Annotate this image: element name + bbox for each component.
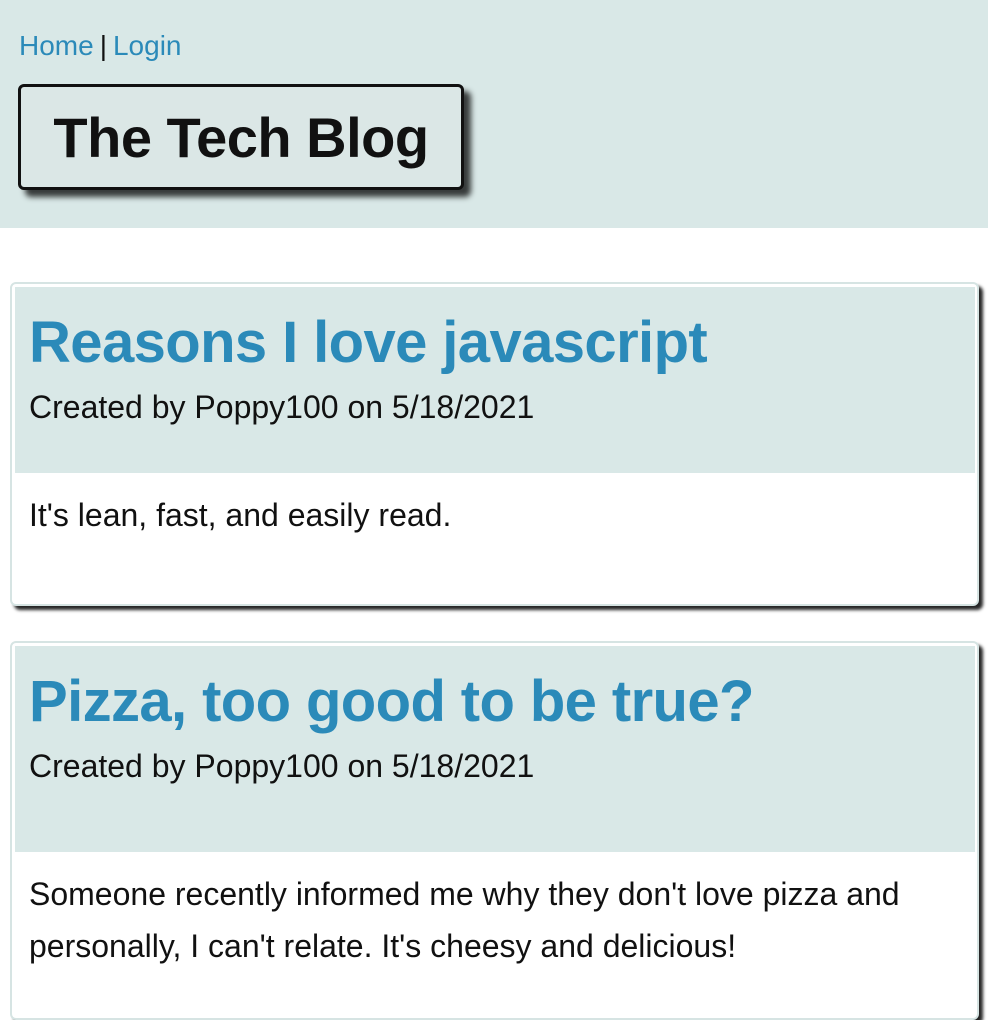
nav-separator: |	[99, 30, 107, 61]
post-header: Reasons I love javascript Created by Pop…	[15, 287, 975, 473]
site-header: Home | Login The Tech Blog	[0, 0, 988, 228]
blog-post-card[interactable]: Pizza, too good to be true? Created by P…	[10, 641, 979, 1020]
blog-post-card[interactable]: Reasons I love javascript Created by Pop…	[10, 282, 979, 606]
post-body: It's lean, fast, and easily read.	[29, 497, 452, 533]
post-meta: Created by Poppy100 on 5/18/2021	[29, 748, 535, 784]
post-meta: Created by Poppy100 on 5/18/2021	[29, 389, 535, 425]
nav-login-link[interactable]: Login	[112, 30, 182, 61]
post-title[interactable]: Pizza, too good to be true?	[29, 669, 754, 734]
post-body: Someone recently informed me why they do…	[29, 876, 900, 964]
site-title: The Tech Blog	[53, 105, 429, 169]
nav-home-link[interactable]: Home	[19, 30, 94, 61]
post-header: Pizza, too good to be true? Created by P…	[15, 646, 975, 852]
site-brand-box: The Tech Blog	[18, 84, 464, 190]
top-nav: Home | Login	[19, 28, 182, 64]
post-title[interactable]: Reasons I love javascript	[29, 310, 708, 375]
